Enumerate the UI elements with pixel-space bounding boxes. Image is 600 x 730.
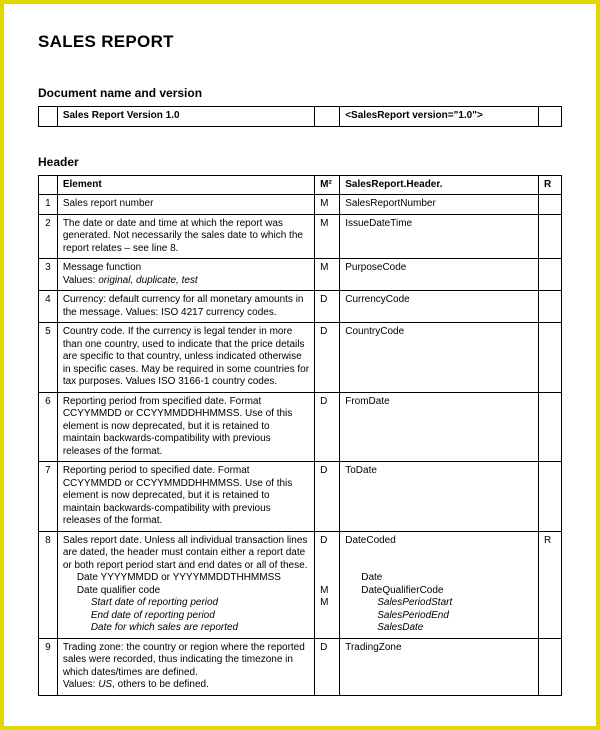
row-r [538, 323, 561, 393]
table-row: 8 Sales report date. Unless all individu… [39, 531, 562, 638]
table-row: 6 Reporting period from specified date. … [39, 392, 562, 462]
page: SALES REPORT Document name and version S… [4, 4, 596, 716]
row-num: 5 [39, 323, 58, 393]
row-values: Values: original, duplicate, test [63, 275, 198, 286]
table-row: 7 Reporting period to specified date. Fo… [39, 462, 562, 532]
row-m: D [315, 462, 340, 532]
row-path: DateCoded Date DateQualifierCode SalesPe… [340, 531, 539, 638]
row-element: Reporting period from specified date. Fo… [57, 392, 314, 462]
col-r: R [538, 175, 561, 195]
doc-name-row: Sales Report Version 1.0 <SalesReport ve… [39, 107, 562, 127]
doc-tag-cell: <SalesReport version="1.0"> [340, 107, 539, 127]
col-element: Element [57, 175, 314, 195]
table-row: 1 Sales report number M SalesReportNumbe… [39, 195, 562, 215]
row-sub: Date YYYYMMDD or YYYYMMDDTHHMMSS [63, 572, 309, 585]
row-r [538, 638, 561, 695]
row-path: FromDate [340, 392, 539, 462]
row-element: Country code. If the currency is legal t… [57, 323, 314, 393]
row-m: M [315, 259, 340, 291]
row-r [538, 392, 561, 462]
row-r [538, 195, 561, 215]
row-path: ToDate [340, 462, 539, 532]
table-row: 4 Currency: default currency for all mon… [39, 291, 562, 323]
header-table: Element M² SalesReport.Header. R 1 Sales… [38, 175, 562, 696]
header-section-heading: Header [38, 155, 562, 169]
row-sub: Start date of reporting period [63, 597, 309, 610]
row-r [538, 291, 561, 323]
cell-blank [39, 107, 58, 127]
row-num: 1 [39, 195, 58, 215]
row-path: SalesReportNumber [340, 195, 539, 215]
row-sub: Date for which sales are reported [63, 622, 309, 635]
col-m2: M² [315, 175, 340, 195]
row-r [538, 214, 561, 259]
row-element: Currency: default currency for all monet… [57, 291, 314, 323]
row-path: PurposeCode [340, 259, 539, 291]
row-element: Reporting period to specified date. Form… [57, 462, 314, 532]
row-m: D [315, 638, 340, 695]
row-m: M [315, 214, 340, 259]
table-header-row: Element M² SalesReport.Header. R [39, 175, 562, 195]
row-num: 4 [39, 291, 58, 323]
row-num: 6 [39, 392, 58, 462]
row-m: D [315, 323, 340, 393]
row-element: Sales report number [57, 195, 314, 215]
col-path: SalesReport.Header. [340, 175, 539, 195]
row-num: 3 [39, 259, 58, 291]
row-m: M [315, 195, 340, 215]
row-path: CurrencyCode [340, 291, 539, 323]
document-frame: SALES REPORT Document name and version S… [0, 0, 600, 730]
row-num: 2 [39, 214, 58, 259]
doc-name-table: Sales Report Version 1.0 <SalesReport ve… [38, 106, 562, 127]
page-title: SALES REPORT [38, 32, 562, 52]
row-r [538, 259, 561, 291]
doc-name-cell: Sales Report Version 1.0 [57, 107, 314, 127]
table-row: 9 Trading zone: the country or region wh… [39, 638, 562, 695]
row-r [538, 462, 561, 532]
col-num [39, 175, 58, 195]
row-path: CountryCode [340, 323, 539, 393]
row-element: The date or date and time at which the r… [57, 214, 314, 259]
row-num: 9 [39, 638, 58, 695]
row-num: 7 [39, 462, 58, 532]
row-element: Trading zone: the country or region wher… [57, 638, 314, 695]
table-row: 3 Message function Values: original, dup… [39, 259, 562, 291]
row-m: D [315, 392, 340, 462]
table-row: 2 The date or date and time at which the… [39, 214, 562, 259]
cell-blank [315, 107, 340, 127]
row-num: 8 [39, 531, 58, 638]
row-values: Values: US, others to be defined. [63, 679, 209, 690]
row-element: Sales report date. Unless all individual… [57, 531, 314, 638]
doc-name-heading: Document name and version [38, 86, 562, 100]
row-m: D [315, 291, 340, 323]
row-sub: Date qualifier code [63, 585, 309, 598]
row-path: TradingZone [340, 638, 539, 695]
table-row: 5 Country code. If the currency is legal… [39, 323, 562, 393]
row-path: IssueDateTime [340, 214, 539, 259]
row-m: D M M [315, 531, 340, 638]
row-sub: End date of reporting period [63, 610, 309, 623]
cell-blank [538, 107, 561, 127]
row-element: Message function Values: original, dupli… [57, 259, 314, 291]
row-r: R [538, 531, 561, 638]
